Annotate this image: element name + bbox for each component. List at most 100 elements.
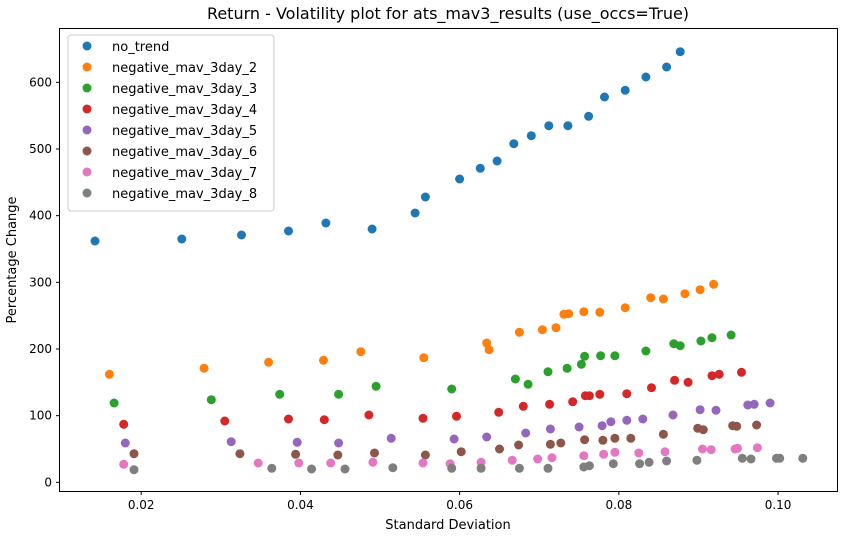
data-point [620, 303, 630, 313]
series-negative_mav_3day_8 [129, 453, 808, 475]
data-point [775, 453, 785, 463]
data-point [537, 325, 547, 335]
data-point [521, 428, 531, 438]
data-point [584, 391, 594, 401]
data-point [119, 459, 129, 469]
data-point [284, 226, 293, 236]
data-point [371, 381, 381, 391]
data-point [545, 439, 555, 449]
data-point [646, 293, 656, 303]
data-point [641, 346, 651, 356]
data-point [206, 395, 216, 405]
data-point [319, 355, 328, 365]
data-point [514, 463, 524, 473]
data-point [749, 399, 759, 409]
data-point [798, 453, 808, 463]
data-point [662, 456, 672, 466]
legend: no_trend negative_mav_3day_2 negative_mav_… [67, 34, 275, 212]
data-point [641, 72, 651, 82]
data-point [253, 458, 263, 468]
data-point [683, 377, 693, 387]
data-point [492, 156, 502, 166]
y-tick-label: 200 [29, 342, 52, 356]
data-point [726, 330, 736, 340]
data-point [695, 405, 705, 415]
data-point [129, 449, 139, 459]
data-point [386, 433, 396, 443]
y-tick-label: 500 [29, 142, 52, 156]
data-point [267, 463, 277, 473]
data-point [518, 401, 528, 411]
data-point [675, 341, 685, 351]
data-point [662, 62, 672, 72]
plot-area [90, 47, 808, 475]
data-point [610, 351, 620, 361]
data-point [220, 416, 230, 426]
data-point [545, 424, 555, 434]
series-negative_mav_3day_4 [119, 367, 746, 429]
data-point [698, 425, 708, 435]
series-negative_mav_3day_2 [104, 279, 719, 379]
y-tick-label: 300 [29, 275, 52, 289]
data-point [388, 463, 398, 473]
data-point [714, 369, 724, 379]
data-point [752, 443, 762, 453]
data-point [420, 450, 430, 460]
series-negative_mav_3day_5 [120, 398, 775, 448]
x-tick-label: 0.04 [287, 498, 314, 512]
data-point [275, 389, 285, 399]
data-point [635, 459, 645, 469]
data-point [579, 307, 589, 317]
data-point [482, 432, 492, 442]
x-tick-label: 0.02 [128, 498, 155, 512]
legend-marker [82, 41, 92, 51]
legend-label: no_trend [112, 40, 169, 55]
data-point [752, 420, 762, 430]
data-point [370, 448, 379, 458]
data-point [598, 435, 608, 445]
data-point [449, 434, 459, 444]
series-negative_mav_3day_6 [129, 420, 762, 460]
data-point [447, 384, 457, 394]
data-point [264, 357, 274, 367]
data-point [580, 351, 590, 361]
data-point [235, 449, 245, 459]
data-point [109, 398, 119, 408]
data-point [533, 454, 543, 464]
data-point [294, 458, 304, 468]
chart-title: Return - Volatility plot for ats_mav3_re… [207, 4, 689, 24]
legend-label: negative_mav_3day_4 [112, 103, 257, 118]
x-tick-label: 0.10 [765, 498, 792, 512]
data-point [495, 444, 504, 454]
data-point [707, 333, 717, 343]
y-tick-label: 100 [29, 409, 52, 423]
data-point [510, 374, 520, 384]
data-point [579, 451, 589, 461]
legend-box [67, 34, 275, 212]
data-point [340, 464, 350, 474]
data-point [737, 453, 747, 463]
data-point [595, 389, 605, 399]
data-point [447, 463, 457, 473]
data-point [410, 208, 420, 218]
data-point [597, 421, 607, 431]
data-point [507, 455, 517, 465]
data-point [675, 47, 685, 57]
data-point [620, 85, 630, 95]
data-point [475, 163, 485, 173]
legend-marker [82, 146, 92, 156]
legend-marker [82, 104, 92, 114]
data-point [711, 405, 721, 415]
data-point [626, 433, 636, 443]
data-point [514, 327, 524, 337]
data-point [547, 453, 557, 463]
data-point [584, 111, 594, 121]
data-point [177, 234, 187, 244]
y-axis-label: Percentage Change [5, 196, 20, 323]
legend-label: negative_mav_3day_6 [112, 145, 257, 160]
data-point [670, 375, 680, 385]
data-point [321, 218, 331, 228]
data-point [494, 407, 504, 417]
legend-label: negative_mav_3day_5 [112, 124, 257, 139]
x-tick-label: 0.06 [446, 498, 473, 512]
